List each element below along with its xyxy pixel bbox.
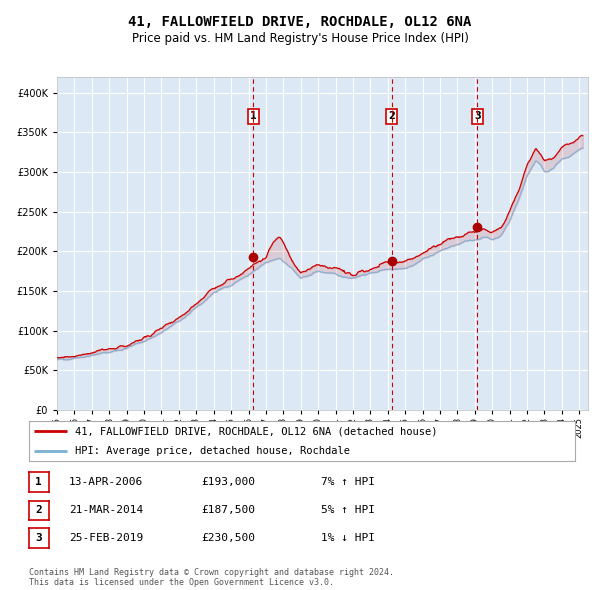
Text: £230,500: £230,500	[201, 533, 255, 543]
Text: 1: 1	[35, 477, 42, 487]
Text: 3: 3	[474, 112, 481, 122]
Text: 41, FALLOWFIELD DRIVE, ROCHDALE, OL12 6NA: 41, FALLOWFIELD DRIVE, ROCHDALE, OL12 6N…	[128, 15, 472, 30]
Text: £193,000: £193,000	[201, 477, 255, 487]
Text: 1% ↓ HPI: 1% ↓ HPI	[321, 533, 375, 543]
Text: 25-FEB-2019: 25-FEB-2019	[69, 533, 143, 543]
Text: 1: 1	[250, 112, 257, 122]
Text: 2: 2	[35, 506, 42, 515]
Text: 3: 3	[35, 533, 42, 543]
Text: 5% ↑ HPI: 5% ↑ HPI	[321, 506, 375, 515]
Text: 13-APR-2006: 13-APR-2006	[69, 477, 143, 487]
Text: 41, FALLOWFIELD DRIVE, ROCHDALE, OL12 6NA (detached house): 41, FALLOWFIELD DRIVE, ROCHDALE, OL12 6N…	[75, 427, 438, 436]
Text: Price paid vs. HM Land Registry's House Price Index (HPI): Price paid vs. HM Land Registry's House …	[131, 32, 469, 45]
Text: Contains HM Land Registry data © Crown copyright and database right 2024.
This d: Contains HM Land Registry data © Crown c…	[29, 568, 394, 587]
Text: HPI: Average price, detached house, Rochdale: HPI: Average price, detached house, Roch…	[75, 447, 350, 456]
Text: £187,500: £187,500	[201, 506, 255, 515]
Text: 2: 2	[388, 112, 395, 122]
Text: 7% ↑ HPI: 7% ↑ HPI	[321, 477, 375, 487]
Text: 21-MAR-2014: 21-MAR-2014	[69, 506, 143, 515]
